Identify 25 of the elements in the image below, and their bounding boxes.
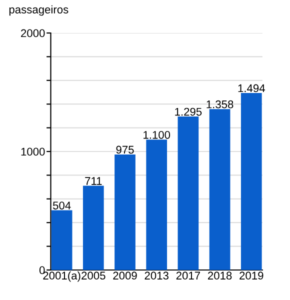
data-label: 1.295 bbox=[175, 108, 202, 116]
y-tick-label: 0 bbox=[39, 266, 45, 274]
x-tick-label: 2017 bbox=[176, 272, 200, 280]
x-tick-label: 2013 bbox=[144, 272, 168, 280]
y-axis-title: passageiros bbox=[9, 5, 68, 16]
bar bbox=[178, 116, 199, 270]
x-tick-label: 2018 bbox=[208, 272, 232, 280]
bar bbox=[146, 140, 168, 270]
x-tick-label: 2005 bbox=[82, 272, 106, 280]
x-tick-label: 2009 bbox=[113, 272, 137, 280]
data-label: 711 bbox=[85, 177, 102, 185]
y-tick-label: 1000 bbox=[21, 148, 45, 156]
data-label: 1.358 bbox=[206, 100, 234, 108]
bar bbox=[209, 109, 230, 270]
data-label: 1.100 bbox=[144, 130, 170, 139]
data-label: 1.494 bbox=[238, 84, 265, 92]
x-tick-label: 2001(a) bbox=[43, 271, 80, 282]
bar bbox=[51, 210, 72, 270]
data-label: 504 bbox=[52, 202, 71, 210]
bar bbox=[82, 186, 104, 270]
bar bbox=[240, 92, 262, 270]
x-tick-label: 2019 bbox=[240, 272, 264, 280]
data-label: 975 bbox=[116, 146, 134, 154]
bar bbox=[114, 154, 136, 270]
y-tick-label: 2000 bbox=[21, 29, 45, 38]
